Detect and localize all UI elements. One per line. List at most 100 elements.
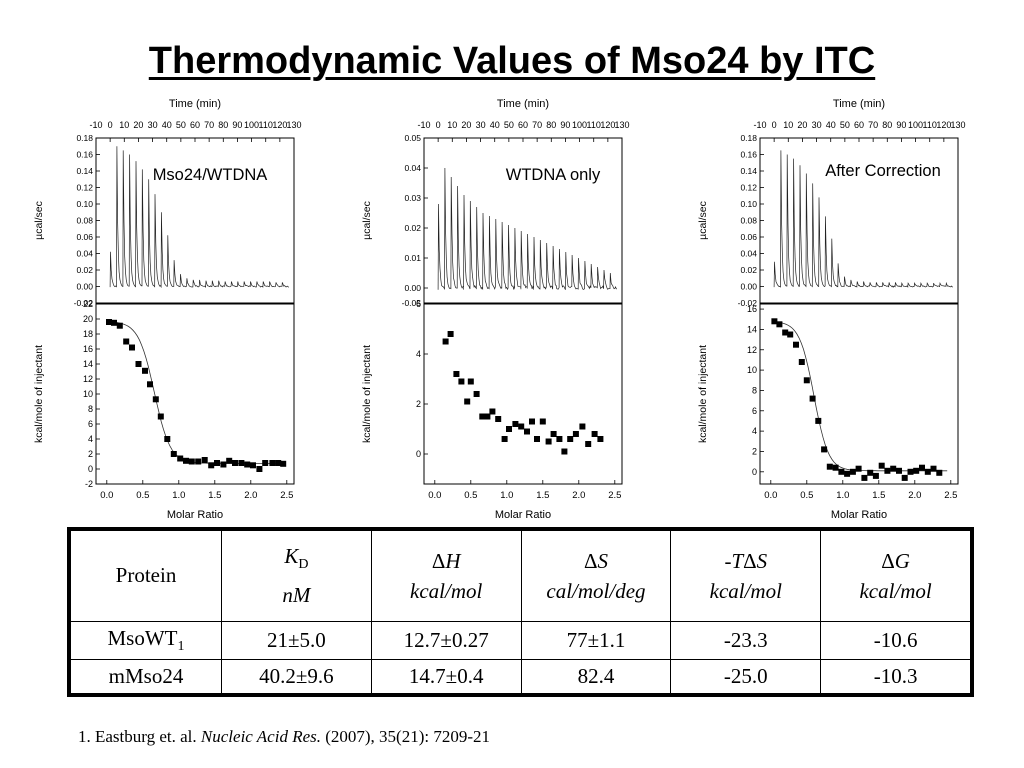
- data-point: [208, 462, 215, 469]
- enthalpy-tick-label: 20: [83, 314, 93, 324]
- time-tick-label: 20: [133, 120, 143, 130]
- data-point: [177, 455, 184, 462]
- ds-symbol: S: [597, 548, 609, 573]
- time-tick-label: -10: [753, 120, 766, 130]
- data-point: [798, 359, 805, 365]
- data-point: [524, 428, 530, 435]
- data-point: [878, 462, 885, 469]
- enthalpy-tick-label: 18: [83, 329, 93, 339]
- power-tick-label: 0.01: [404, 253, 421, 263]
- molar-ratio-tick-label: 0.0: [764, 490, 777, 501]
- protein-footnote: 1: [177, 639, 185, 655]
- molar-ratio-tick-label: 1.0: [500, 490, 513, 501]
- data-point: [867, 469, 874, 476]
- molar-ratio-tick-label: 2.0: [908, 490, 921, 501]
- binding-isotherm-frame: [95, 303, 295, 485]
- enthalpy-tick-label: 0: [88, 464, 93, 474]
- time-axis-title: Time (min): [833, 98, 885, 110]
- cell-ds: 77±1.1: [520, 620, 672, 661]
- data-point: [518, 423, 525, 430]
- kd-unit: nM: [282, 583, 311, 608]
- time-tick-label: 100: [908, 120, 923, 130]
- enthalpy-tick-label: 10: [747, 365, 757, 375]
- data-point: [152, 396, 159, 403]
- time-tick-label: 40: [490, 120, 500, 130]
- enthalpy-tick-label: -2: [85, 479, 93, 489]
- time-tick-label: 90: [896, 120, 906, 130]
- time-tick-label: 90: [560, 120, 570, 130]
- data-point: [550, 431, 557, 437]
- molar-ratio-axis-title: Molar Ratio: [495, 509, 551, 521]
- data-point: [913, 467, 920, 474]
- power-tick-label: 0.10: [740, 199, 757, 209]
- data-point: [129, 344, 135, 351]
- molar-ratio-tick-label: 1.0: [836, 490, 849, 501]
- power-tick-label: 0.00: [76, 282, 93, 292]
- kd-subscript: D: [298, 557, 309, 573]
- enthalpy-tick-label: 2: [416, 399, 421, 409]
- data-point: [585, 441, 592, 447]
- data-point: [539, 418, 546, 425]
- time-tick-label: 110: [923, 120, 937, 130]
- dg-unit: kcal/mol: [859, 578, 932, 603]
- time-tick-label: 0: [108, 120, 113, 130]
- itc-panel-after-correction: Time (min)-10 0 10 20 30 40 50 60 70 80 90 100 110 12…: [697, 98, 966, 521]
- data-point: [861, 474, 868, 481]
- data-point: [479, 413, 486, 420]
- data-point: [821, 446, 828, 453]
- time-tick-label: 130: [286, 120, 301, 130]
- power-tick-label: 0.06: [76, 232, 93, 242]
- data-point: [849, 468, 856, 475]
- dh-symbol: H: [445, 548, 461, 573]
- power-tick-label: 0.00: [404, 283, 421, 293]
- data-point: [815, 417, 822, 424]
- time-tick-label: 90: [232, 120, 242, 130]
- data-point: [447, 331, 454, 337]
- data-point: [484, 413, 491, 420]
- enthalpy-tick-label: 6: [752, 406, 757, 416]
- data-point: [464, 398, 471, 405]
- thermogram-trace: [773, 150, 953, 288]
- thermogram-trace: [109, 146, 289, 289]
- tds-unit: kcal/mol: [709, 578, 782, 603]
- binding-isotherm-frame: [759, 303, 959, 485]
- data-point: [142, 367, 148, 374]
- cell-kd: 40.2±9.6: [221, 659, 372, 694]
- enthalpy-tick-label: 0: [752, 467, 757, 477]
- molar-ratio-tick-label: 2.5: [944, 490, 957, 501]
- data-point: [771, 318, 778, 325]
- power-tick-label: 0.12: [740, 183, 757, 193]
- tds-delta: Δ: [743, 548, 757, 573]
- power-tick-label: 0.18: [76, 133, 93, 143]
- molar-ratio-tick-label: 1.5: [208, 490, 221, 501]
- data-point: [930, 465, 937, 472]
- time-tick-label: 40: [826, 120, 836, 130]
- enthalpy-tick-label: 12: [83, 374, 93, 384]
- cell-ds: 82.4: [520, 659, 672, 694]
- kd-symbol: K: [284, 544, 299, 569]
- time-tick-label: 60: [518, 120, 528, 130]
- molar-ratio-tick-label: 1.5: [872, 490, 885, 501]
- data-point: [936, 469, 943, 476]
- data-point: [832, 464, 839, 471]
- enthalpy-axis-title: kcal/mole of injectant: [33, 345, 45, 443]
- enthalpy-tick-label: 14: [83, 359, 93, 369]
- data-point: [844, 470, 851, 477]
- header-tds: -TΔS kcal/mol: [670, 530, 822, 622]
- power-tick-label: 0.02: [76, 265, 93, 275]
- power-tick-label: 0.04: [740, 249, 757, 259]
- data-point: [106, 319, 112, 325]
- power-tick-label: 0.06: [740, 232, 757, 242]
- data-point: [473, 391, 480, 397]
- cell-protein: mMso24: [70, 659, 222, 694]
- data-point: [572, 431, 579, 437]
- power-axis-title: µcal/sec: [697, 201, 709, 240]
- power-tick-label: 0.08: [76, 216, 93, 226]
- time-tick-label: 10: [783, 120, 793, 130]
- time-tick-label: 10: [119, 120, 129, 130]
- enthalpy-tick-label: 14: [747, 324, 757, 334]
- data-point: [188, 458, 195, 465]
- data-point: [872, 472, 879, 479]
- power-tick-label: 0.14: [76, 166, 93, 176]
- molar-ratio-tick-label: 0.0: [100, 490, 113, 501]
